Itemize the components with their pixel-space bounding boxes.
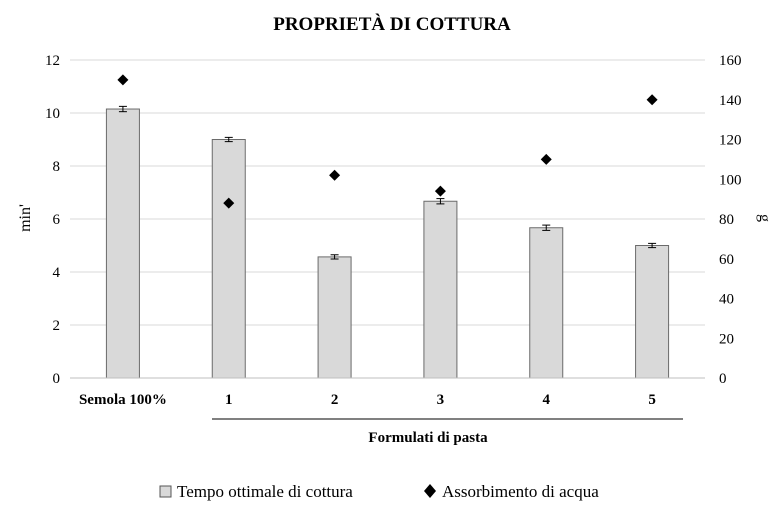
legend-bar-label: Tempo ottimale di cottura [177, 482, 353, 501]
left-tick-label: 12 [45, 53, 60, 69]
bar [529, 227, 564, 379]
bar [423, 200, 458, 379]
right-tick-label: 140 [719, 93, 742, 109]
right-tick-label: 60 [719, 252, 734, 268]
bar-series [105, 108, 670, 379]
legend-diamond-swatch [424, 484, 436, 498]
right-tick-label: 80 [719, 212, 734, 228]
bar [317, 256, 352, 379]
right-tick-label: 20 [719, 331, 734, 347]
category-label: 3 [437, 392, 445, 408]
scatter-point [329, 169, 341, 181]
left-tick-label: 6 [53, 212, 61, 228]
legend: Tempo ottimale di cottura Assorbimento d… [159, 482, 599, 501]
error-bar [542, 224, 551, 231]
category-label: 1 [225, 392, 233, 408]
right-tick-label: 100 [719, 172, 742, 188]
x-axis-title: Formulati di pasta [368, 430, 488, 446]
scatter-point [223, 197, 235, 209]
left-axis-title: min' [17, 204, 34, 232]
category-label: 2 [331, 392, 339, 408]
bar [105, 108, 140, 379]
error-bar [224, 136, 233, 143]
error-bar [330, 254, 339, 260]
right-tick-label: 40 [719, 292, 734, 308]
left-tick-label: 8 [53, 159, 61, 175]
scatter-point [434, 185, 446, 197]
category-labels: Semola 100% 1 2 3 4 5 [79, 392, 656, 408]
bar [635, 245, 670, 379]
scatter-point [540, 153, 552, 165]
right-tick-label: 160 [719, 53, 742, 69]
right-axis-ticks: 0 20 40 60 80 100 120 140 160 [719, 53, 742, 387]
left-tick-label: 0 [53, 371, 61, 387]
bar [211, 139, 246, 379]
right-axis-title: g [756, 214, 773, 222]
legend-point-label: Assorbimento di acqua [442, 482, 599, 501]
right-tick-label: 120 [719, 133, 742, 149]
scatter-series [117, 74, 658, 209]
error-bar [436, 198, 445, 205]
left-tick-label: 4 [53, 265, 61, 281]
scatter-point [646, 94, 658, 106]
legend-bar-swatch [159, 485, 172, 498]
left-tick-label: 2 [53, 318, 61, 334]
right-tick-label: 0 [719, 371, 727, 387]
category-label: 4 [543, 392, 551, 408]
gridlines [70, 59, 705, 326]
left-axis-ticks: 0 2 4 6 8 10 12 [45, 53, 61, 387]
error-bars [118, 105, 657, 260]
scatter-point [117, 74, 129, 86]
category-label: 5 [648, 392, 656, 408]
error-bar [118, 105, 127, 113]
error-bar [648, 242, 657, 249]
category-label: Semola 100% [79, 392, 167, 408]
left-tick-label: 10 [45, 106, 60, 122]
chart-title: PROPRIETÀ DI COTTURA [273, 13, 511, 35]
